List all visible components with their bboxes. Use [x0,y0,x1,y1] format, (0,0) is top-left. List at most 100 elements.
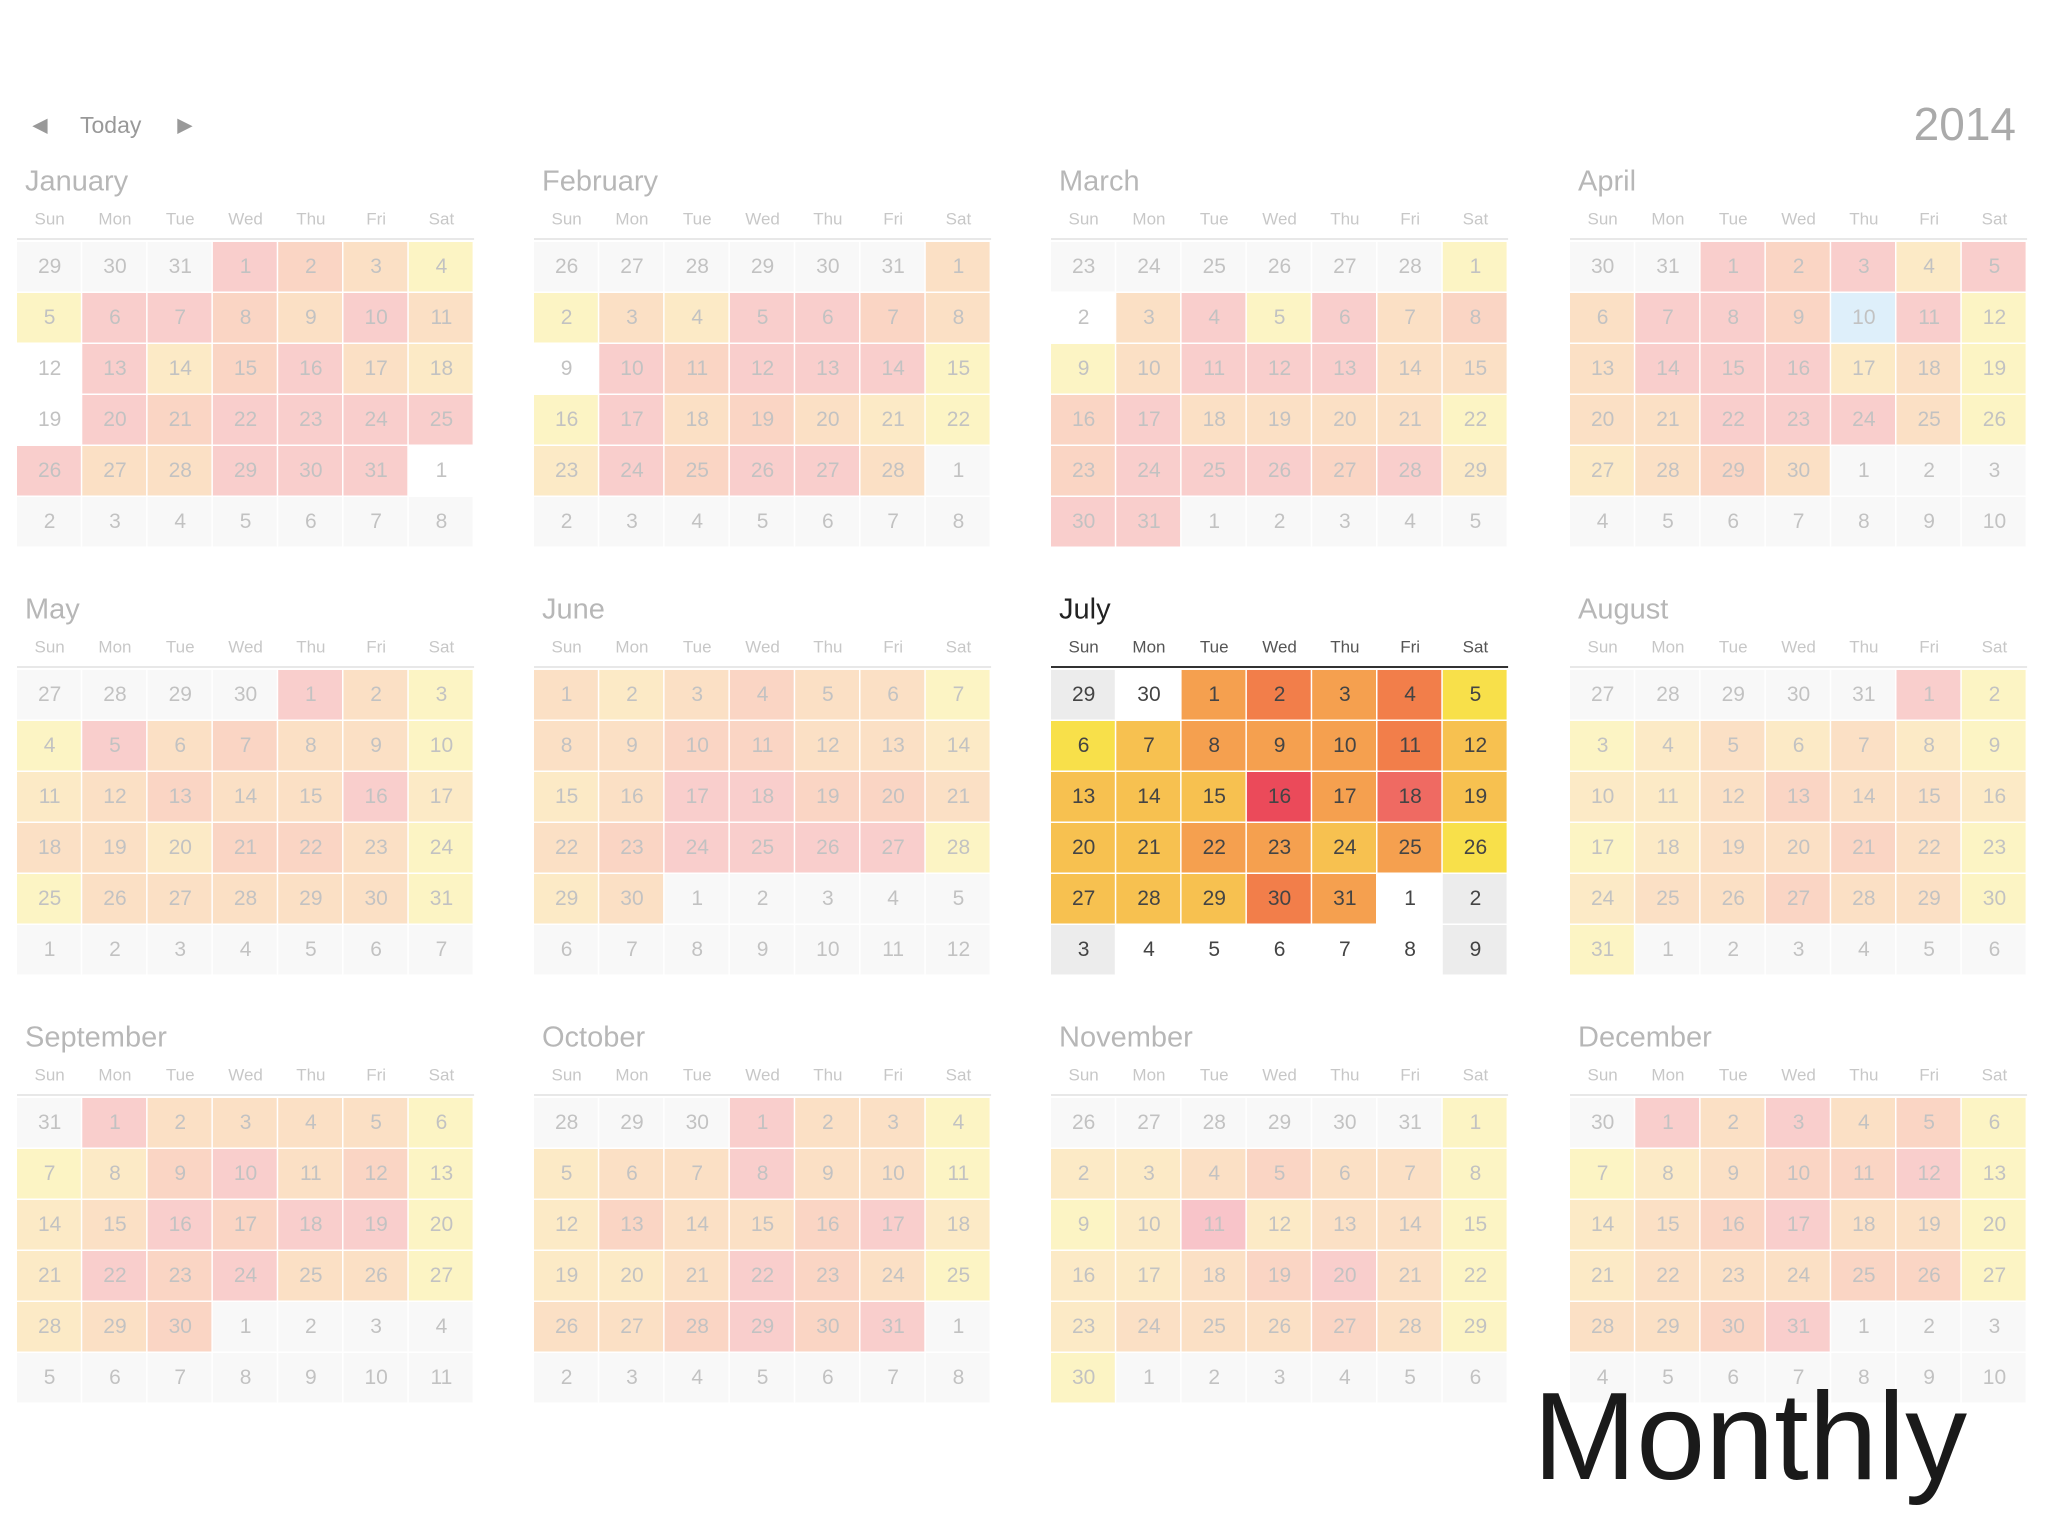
day-number: 26 [1268,1315,1291,1338]
weekday-label: Mon [1651,1065,1684,1084]
day-number: 30 [1787,459,1810,482]
day-number: 3 [1274,1366,1286,1389]
day-cell [1961,1302,2026,1352]
day-number: 16 [1983,785,2006,808]
day-number: 25 [38,887,61,910]
day-cell [1377,1098,1442,1148]
day-cell [664,497,729,547]
day-number: 4 [691,510,703,533]
weekday-label: Thu [296,1065,325,1084]
day-cell [1765,242,1830,292]
day-number: 24 [881,1264,905,1287]
weekday-label: Sat [1463,1065,1489,1084]
day-number: 27 [881,836,904,859]
day-cell [925,670,990,720]
day-number: 30 [1137,683,1160,706]
day-number: 25 [686,459,709,482]
next-button[interactable]: ▶ [177,114,193,136]
day-number: 26 [816,836,839,859]
day-number: 27 [1787,887,1810,910]
weekday-label: Tue [1719,209,1748,228]
day-cell [860,344,925,394]
day-cell [729,1353,794,1403]
day-cell [795,925,859,975]
day-cell [925,1251,990,1301]
day-cell [343,344,408,394]
weekday-label: Thu [813,637,842,656]
day-cell [1116,823,1181,873]
day-number: 4 [305,1111,317,1134]
day-cell [1181,446,1246,496]
day-number: 8 [1662,1162,1674,1185]
day-cell [1831,1353,1895,1403]
day-number: 6 [1339,306,1351,329]
day-number: 17 [620,408,643,431]
day-number: 25 [751,836,774,859]
day-number: 6 [1274,938,1286,961]
day-cell [925,1200,990,1250]
month-name: November [1059,1022,1193,1054]
day-number: 1 [1662,938,1674,961]
day-number: 4 [1208,306,1220,329]
day-number: 23 [1268,836,1291,859]
prev-button[interactable]: ◀ [32,114,48,136]
day-number: 11 [300,1162,322,1185]
day-number: 11 [948,1162,970,1185]
day-cell [212,1353,277,1403]
day-number: 1 [953,1315,965,1338]
day-cell [729,721,794,771]
day-cell [599,1098,664,1148]
day-cell [82,242,147,292]
day-cell [1570,874,1634,924]
day-cell [1377,395,1442,445]
day-cell [925,293,990,343]
day-number: 28 [103,683,126,706]
day-number: 28 [881,459,904,482]
day-number: 7 [953,683,965,706]
day-cell [1700,925,1765,975]
day-cell [1700,1098,1765,1148]
day-cell [664,925,729,975]
day-number: 1 [1470,1111,1482,1134]
day-cell [1570,293,1634,343]
day-cell [1377,1149,1442,1199]
day-number: 15 [555,785,578,808]
day-cell [599,925,664,975]
day-number: 27 [169,887,192,910]
day-number: 19 [1722,836,1745,859]
day-cell [343,670,408,720]
day-number: 22 [103,1264,126,1287]
day-cell [17,1098,81,1148]
day-number: 6 [822,1366,834,1389]
day-cell [278,1353,342,1403]
day-cell [343,293,408,343]
day-number: 13 [1983,1162,2006,1185]
day-cell [82,1149,147,1199]
day-cell [1635,1200,1700,1250]
day-number: 9 [1078,357,1090,380]
day-number: 28 [1398,255,1421,278]
day-number: 19 [1268,408,1291,431]
weekday-label: Tue [1719,637,1748,656]
today-button[interactable]: Today [80,112,142,138]
weekday-label: Fri [1919,209,1939,228]
day-number: 12 [1983,306,2006,329]
day-number: 3 [1793,938,1805,961]
day-number: 8 [1470,306,1482,329]
day-cell [795,1302,859,1352]
day-cell [1051,1302,1115,1352]
day-cell [534,1302,598,1352]
